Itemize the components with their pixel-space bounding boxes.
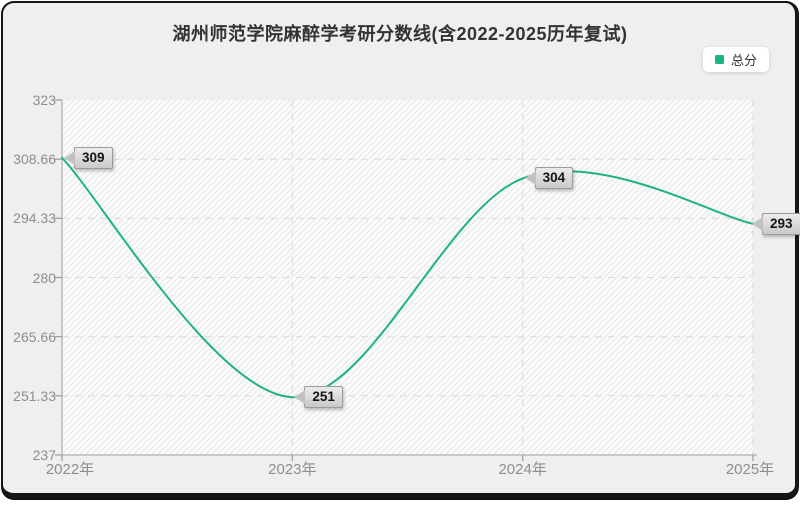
trend-line-total-score xyxy=(61,156,754,399)
chart-title: 湖州师范学院麻醉学考研分数线(含2022-2025历年复试) xyxy=(172,24,628,44)
x-axis-tick-label: 2022年 xyxy=(45,461,95,478)
legend-total-score[interactable]: 总分 xyxy=(702,47,769,72)
y-axis-tick-label: 265.66 xyxy=(13,328,56,345)
y-axis-tick-label: 323 xyxy=(32,92,56,108)
y-axis-tick-label: 237 xyxy=(32,447,56,463)
data-label-badge: 251 xyxy=(294,386,343,409)
legend-label: 总分 xyxy=(730,53,757,68)
data-label-badge: 309 xyxy=(64,146,113,169)
data-label-badge: 293 xyxy=(752,212,800,235)
x-axis-tick-label: 2024年 xyxy=(498,461,547,478)
y-axis-tick-label: 280 xyxy=(32,269,56,286)
data-label-badge: 304 xyxy=(524,167,574,190)
y-axis-tick-label: 251.33 xyxy=(13,387,56,404)
legend-marker-icon xyxy=(714,55,724,64)
x-axis-tick-label: 2023年 xyxy=(268,461,317,478)
y-axis-tick-label: 294.33 xyxy=(13,210,56,227)
x-axis-tick-label: 2025年 xyxy=(725,461,775,478)
y-axis-tick-label: 308.66 xyxy=(13,151,56,168)
